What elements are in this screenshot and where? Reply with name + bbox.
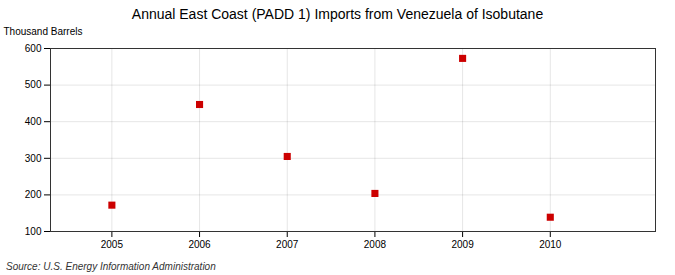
html-text:Annual East Coast (PADD 1) Imp: Annual East Coast (PADD 1) Imports from … — [131, 6, 544, 22]
svg-text:500: 500 — [25, 79, 42, 90]
svg-text:2005: 2005 — [101, 239, 124, 250]
svg-text:300: 300 — [25, 153, 42, 164]
svg-text:Thousand Barrels: Thousand Barrels — [4, 26, 83, 37]
svg-text:600: 600 — [25, 43, 42, 54]
svg-text:200: 200 — [25, 189, 42, 200]
svg-text:400: 400 — [25, 116, 42, 127]
html-text:Source: U.S. Energy Informatio: Source: U.S. Energy Information Administ… — [6, 261, 216, 272]
svg-text:100: 100 — [25, 226, 42, 237]
svg-text:2008: 2008 — [364, 239, 387, 250]
svg-text:2007: 2007 — [276, 239, 299, 250]
svg-text:2009: 2009 — [451, 239, 474, 250]
svg-text:2006: 2006 — [188, 239, 211, 250]
svg-text:2010: 2010 — [539, 239, 562, 250]
